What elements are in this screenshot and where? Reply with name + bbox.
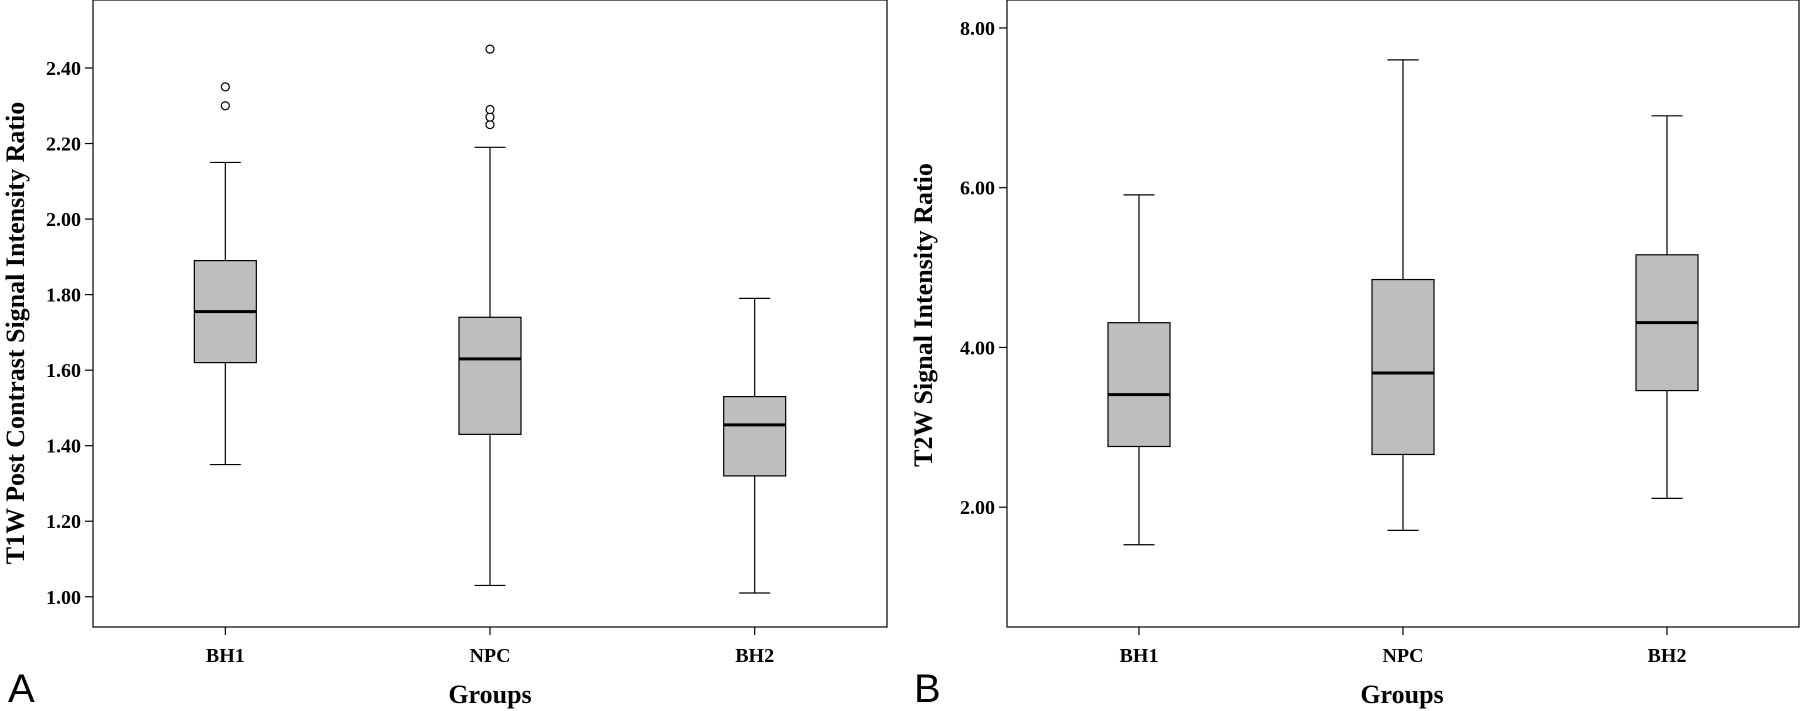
x-axis-a: BH1 NPC BH2: [206, 627, 774, 667]
x-axis-title-a: Groups: [448, 680, 531, 709]
x-tick-label: NPC: [1382, 645, 1423, 667]
y-tick-label: 1.60: [46, 360, 81, 382]
y-axis-title-b: T2W Signal Intensity Ratio: [909, 163, 938, 467]
iqr-box: [458, 316, 522, 435]
x-tick-label: BH1: [206, 645, 245, 667]
panel-a: A Groups T1W Post Contrast Signal Intens…: [1, 0, 888, 711]
y-tick-label: 2.00: [46, 209, 81, 231]
box-bh1: [1107, 194, 1171, 546]
outlier-point: [220, 82, 230, 92]
x-axis-title-b: Groups: [1360, 680, 1443, 709]
y-tick-label: 1.40: [46, 436, 81, 458]
y-axis-title-a: T1W Post Contrast Signal Intensity Ratio: [1, 102, 30, 565]
iqr-box: [1107, 322, 1171, 448]
x-axis-b: BH1 NPC BH2: [1120, 627, 1687, 667]
y-tick-label: 2.00: [960, 497, 995, 519]
outlier-point: [485, 44, 495, 54]
y-tick-label: 1.80: [46, 285, 81, 307]
outlier-point: [485, 104, 495, 115]
y-tick-label: 1.00: [46, 587, 81, 609]
outlier-point: [485, 120, 495, 130]
boxes-a: [193, 44, 787, 594]
x-tick-label: BH1: [1120, 645, 1159, 667]
boxes-b: [1107, 59, 1699, 546]
iqr-box: [723, 395, 787, 477]
iqr-box: [1371, 278, 1435, 456]
y-axis-a: 1.00 1.20 1.40 1.60 1.80 2.00 2.20 2.40: [46, 58, 93, 609]
outlier-point: [220, 101, 230, 111]
panel-b: B Groups T2W Signal Intensity Ratio 2.00…: [909, 0, 1800, 711]
y-tick-label: 1.20: [46, 511, 81, 533]
outlier-point: [485, 112, 495, 122]
panel-label-b: B: [914, 667, 941, 711]
x-tick-label: BH2: [735, 645, 774, 667]
y-axis-b: 2.00 4.00 6.00 8.00: [960, 18, 1007, 519]
y-tick-label: 4.00: [960, 337, 995, 359]
y-tick-label: 8.00: [960, 18, 995, 40]
box-npc: [458, 44, 522, 587]
y-tick-label: 6.00: [960, 178, 995, 200]
x-tick-label: BH2: [1648, 645, 1687, 667]
panel-label-a: A: [8, 667, 35, 711]
x-tick-label: NPC: [469, 645, 510, 667]
box-bh2: [723, 297, 787, 594]
box-npc: [1371, 59, 1435, 531]
y-tick-label: 2.40: [46, 58, 81, 80]
box-bh2: [1635, 115, 1699, 500]
box-bh1: [193, 82, 257, 466]
y-tick-label: 2.20: [46, 134, 81, 156]
